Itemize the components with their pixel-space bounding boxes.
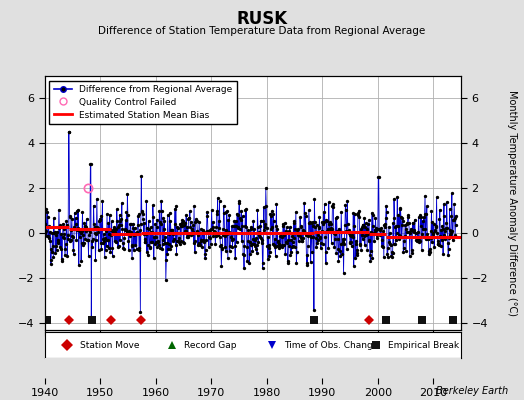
Text: Time of Obs. Change: Time of Obs. Change (284, 340, 378, 350)
Text: RUSK: RUSK (236, 10, 288, 28)
Text: Difference of Station Temperature Data from Regional Average: Difference of Station Temperature Data f… (99, 26, 425, 36)
Text: Record Gap: Record Gap (184, 340, 237, 350)
Legend: Difference from Regional Average, Quality Control Failed, Estimated Station Mean: Difference from Regional Average, Qualit… (49, 80, 237, 124)
Y-axis label: Monthly Temperature Anomaly Difference (°C): Monthly Temperature Anomaly Difference (… (507, 90, 518, 316)
Text: Berkeley Earth: Berkeley Earth (436, 386, 508, 396)
Text: Empirical Break: Empirical Break (388, 340, 460, 350)
Text: Station Move: Station Move (80, 340, 139, 350)
